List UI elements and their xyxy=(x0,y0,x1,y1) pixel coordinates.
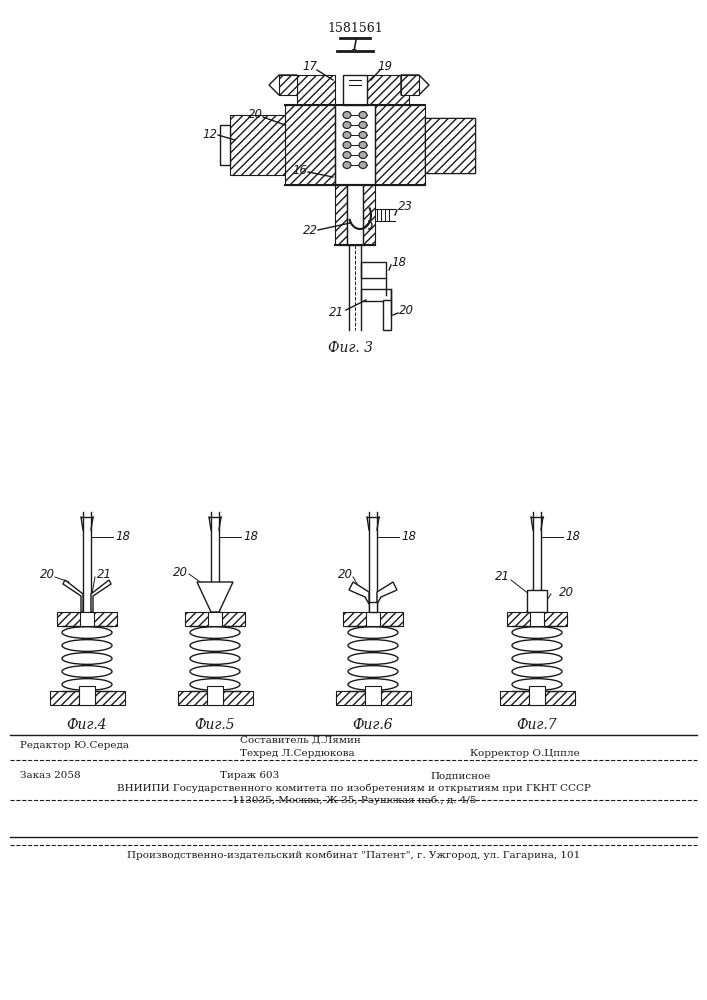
Text: Техред Л.Сердюкова: Техред Л.Сердюкова xyxy=(240,748,355,758)
Bar xyxy=(207,686,223,705)
Bar xyxy=(367,75,409,105)
Ellipse shape xyxy=(343,121,351,128)
Text: Заказ 2058: Заказ 2058 xyxy=(20,772,81,780)
Text: 20: 20 xyxy=(173,566,187,578)
Bar xyxy=(49,691,124,705)
Bar xyxy=(79,686,95,705)
Bar xyxy=(401,75,419,95)
Polygon shape xyxy=(377,582,397,604)
Bar xyxy=(230,115,285,175)
Polygon shape xyxy=(91,580,111,612)
Text: Подписное: Подписное xyxy=(430,772,491,780)
Text: Фиг.7: Фиг.7 xyxy=(517,718,557,732)
Bar xyxy=(507,612,567,626)
Polygon shape xyxy=(269,75,297,95)
Text: 20: 20 xyxy=(40,568,54,580)
Text: 20: 20 xyxy=(247,108,262,121)
Polygon shape xyxy=(63,580,83,612)
Text: ВНИИПИ Государственного комитета по изобретениям и открытиям при ГКНТ СССР: ВНИИПИ Государственного комитета по изоб… xyxy=(117,783,591,793)
Bar xyxy=(285,105,335,185)
Bar xyxy=(336,691,411,705)
Ellipse shape xyxy=(343,111,351,118)
Polygon shape xyxy=(349,582,369,604)
Ellipse shape xyxy=(359,141,367,148)
Ellipse shape xyxy=(343,151,351,158)
Bar xyxy=(80,612,94,626)
Text: 17: 17 xyxy=(303,60,317,74)
Text: 22: 22 xyxy=(303,224,317,236)
Text: 113035, Москва, Ж-35, Раушская наб., д. 4/5: 113035, Москва, Ж-35, Раушская наб., д. … xyxy=(232,795,477,805)
Text: 20: 20 xyxy=(399,304,414,316)
Bar xyxy=(363,185,375,245)
Text: 12: 12 xyxy=(202,128,218,141)
Bar xyxy=(365,686,381,705)
Text: 23: 23 xyxy=(397,200,412,214)
Text: 18: 18 xyxy=(401,530,416,544)
Bar xyxy=(530,612,544,626)
Bar xyxy=(297,75,335,105)
Bar xyxy=(57,612,117,626)
Bar xyxy=(425,117,475,172)
Text: Фиг.6: Фиг.6 xyxy=(353,718,393,732)
Bar xyxy=(185,612,245,626)
Bar xyxy=(361,262,386,278)
Bar xyxy=(220,125,230,165)
Text: 1581561: 1581561 xyxy=(327,21,383,34)
Bar xyxy=(383,300,391,330)
Bar xyxy=(361,289,391,301)
Bar xyxy=(343,75,367,105)
Bar xyxy=(527,590,547,612)
Text: Тираж 603: Тираж 603 xyxy=(220,772,279,780)
Text: 21: 21 xyxy=(329,306,344,320)
Bar xyxy=(343,612,403,626)
Text: 18: 18 xyxy=(392,255,407,268)
Bar xyxy=(500,691,575,705)
Ellipse shape xyxy=(359,131,367,138)
Ellipse shape xyxy=(343,141,351,148)
Bar xyxy=(425,117,475,172)
Text: 20: 20 xyxy=(559,585,574,598)
Ellipse shape xyxy=(343,161,351,168)
Text: Фиг. 3: Фиг. 3 xyxy=(327,341,373,355)
Bar xyxy=(177,691,252,705)
Text: Корректор О.Цппле: Корректор О.Цппле xyxy=(470,748,580,758)
Ellipse shape xyxy=(359,121,367,128)
Bar xyxy=(208,612,222,626)
Bar xyxy=(366,612,380,626)
Text: 18: 18 xyxy=(243,530,258,544)
Ellipse shape xyxy=(359,111,367,118)
Bar xyxy=(375,105,425,185)
Text: 18: 18 xyxy=(565,530,580,544)
Bar xyxy=(335,185,347,245)
Bar xyxy=(369,602,377,612)
Polygon shape xyxy=(401,75,429,95)
Bar xyxy=(529,686,545,705)
Text: Редактор Ю.Середа: Редактор Ю.Середа xyxy=(20,740,129,750)
Text: Производственно-издательский комбинат "Патент", г. Ужгород, ул. Гагарина, 101: Производственно-издательский комбинат "П… xyxy=(127,850,580,860)
Text: 21: 21 xyxy=(494,570,510,584)
Ellipse shape xyxy=(343,131,351,138)
Text: Составитель Д.Лямин: Составитель Д.Лямин xyxy=(240,736,361,744)
Polygon shape xyxy=(197,582,233,612)
Text: 19: 19 xyxy=(378,60,392,74)
Ellipse shape xyxy=(359,161,367,168)
Ellipse shape xyxy=(359,151,367,158)
Text: I: I xyxy=(351,36,358,53)
Text: 21: 21 xyxy=(97,568,112,580)
Bar xyxy=(279,75,297,95)
Text: 18: 18 xyxy=(115,530,130,544)
Text: 20: 20 xyxy=(337,568,353,580)
Text: 16: 16 xyxy=(293,163,308,176)
Text: Фиг.4: Фиг.4 xyxy=(66,718,107,732)
Text: Фиг.5: Фиг.5 xyxy=(194,718,235,732)
